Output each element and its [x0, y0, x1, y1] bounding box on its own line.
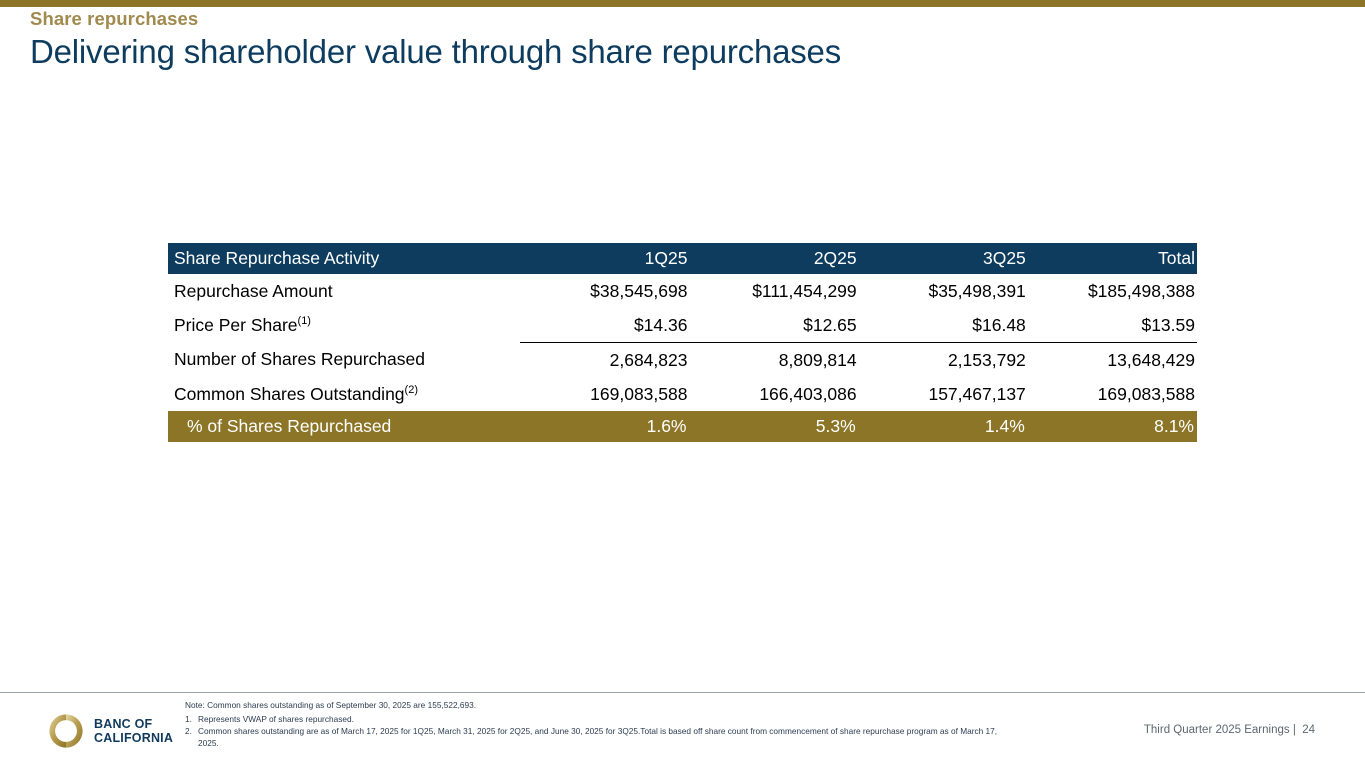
share-repurchase-table-container: Share Repurchase Activity 1Q25 2Q25 3Q25…: [168, 243, 1197, 442]
row-label-number-of-shares: Number of Shares Repurchased: [168, 343, 520, 378]
brand-logo-line1: BANC OF: [94, 717, 153, 731]
share-repurchase-table: Share Repurchase Activity 1Q25 2Q25 3Q25…: [168, 243, 1197, 442]
table-row: Price Per Share(1) $14.36 $12.65 $16.48 …: [168, 308, 1197, 343]
cell-price-per-share-total: $13.59: [1027, 308, 1197, 343]
top-accent-bar: [0, 0, 1365, 7]
row-label-percent-shares-repurchased: % of Shares Repurchased: [168, 411, 521, 442]
footnote-1: 1. Represents VWAP of shares repurchased…: [185, 714, 1015, 726]
cell-percent-1q25: 1.6%: [520, 411, 690, 442]
cell-repurchase-amount-total: $185,498,388: [1087, 280, 1195, 301]
cell-price-per-share-2q25: $12.65: [689, 308, 859, 343]
footnote-marker-2: (2): [404, 383, 418, 396]
cell-price-per-share-1q25: $14.36: [520, 308, 690, 343]
footnote-1-number: 1.: [185, 713, 192, 724]
footer-deck-label: Third Quarter 2025 Earnings | 24: [1143, 724, 1315, 736]
cell-price-per-share-3q25: $16.48: [858, 308, 1028, 343]
column-header-2q25: 2Q25: [689, 243, 859, 274]
row-label-text: Price Per Share: [174, 314, 298, 335]
footnote-1-text: Represents VWAP of shares repurchased.: [198, 713, 354, 724]
eyebrow-label: Share repurchases: [30, 8, 199, 29]
row-label-text: Repurchase Amount: [174, 280, 333, 301]
brand-logo-text: BANC OF CALIFORNIA: [94, 717, 173, 745]
column-header-3q25: 3Q25: [858, 243, 1028, 274]
row-label-common-shares-outstanding: Common Shares Outstanding(2): [168, 377, 520, 411]
cell-common-shares-1q25: 169,083,588: [590, 383, 688, 404]
cell-percent-total: 8.1%: [1027, 411, 1197, 442]
footnote-2-text: Common shares outstanding are as of Marc…: [198, 726, 998, 748]
brand-logo: BANC OF CALIFORNIA: [47, 712, 173, 750]
row-label-text: Number of Shares Repurchased: [174, 349, 425, 370]
banc-of-california-ring-icon: [49, 714, 83, 748]
cell-number-of-shares-total: 13,648,429: [1107, 349, 1195, 370]
cell-number-of-shares-2q25: 8,809,814: [778, 349, 857, 370]
cell-percent-3q25: 1.4%: [858, 411, 1028, 442]
cell-repurchase-amount-1q25: $38,545,698: [590, 280, 688, 301]
cell-number-of-shares-1q25: 2,684,823: [609, 349, 688, 370]
column-header-total: Total: [1027, 243, 1197, 274]
column-header-activity: Share Repurchase Activity: [168, 243, 521, 274]
footer-divider: [0, 692, 1365, 693]
cell-percent-2q25: 5.3%: [689, 411, 859, 442]
table-header-row: Share Repurchase Activity 1Q25 2Q25 3Q25…: [168, 243, 1197, 274]
slide-header: Share repurchases Delivering shareholder…: [30, 9, 1330, 73]
footnote-2-number: 2.: [185, 726, 192, 736]
cell-repurchase-amount-2q25: $111,454,299: [752, 280, 857, 301]
cell-common-shares-2q25: 166,403,086: [759, 383, 857, 404]
cell-repurchase-amount-3q25: $35,498,391: [928, 280, 1026, 301]
table-row: Common Shares Outstanding(2) 169,083,588…: [168, 377, 1197, 411]
note-common-shares: Note: Common shares outstanding as of Se…: [185, 700, 477, 710]
cell-number-of-shares-3q25: 2,153,792: [947, 349, 1026, 370]
brand-logo-line2: CALIFORNIA: [94, 731, 174, 745]
cell-common-shares-3q25: 157,467,137: [928, 383, 1026, 404]
column-header-1q25: 1Q25: [520, 243, 690, 274]
page-title: Delivering shareholder value through sha…: [30, 33, 842, 70]
row-label-text: Common Shares Outstanding: [174, 383, 405, 404]
table-row: Repurchase Amount $38,545,698 $111,454,2…: [168, 274, 1197, 308]
cell-common-shares-total: 169,083,588: [1097, 383, 1195, 404]
table-total-row: % of Shares Repurchased 1.6% 5.3% 1.4% 8…: [168, 411, 1197, 442]
table-row: Number of Shares Repurchased 2,684,823 8…: [168, 343, 1197, 378]
row-label-price-per-share: Price Per Share(1): [168, 308, 520, 343]
footnotes-block: Note: Common shares outstanding as of Se…: [185, 700, 1015, 750]
footnote-2: 2. Common shares outstanding are as of M…: [185, 726, 1015, 749]
row-label-repurchase-amount: Repurchase Amount: [168, 274, 520, 308]
footnote-marker-1: (1): [297, 314, 311, 327]
